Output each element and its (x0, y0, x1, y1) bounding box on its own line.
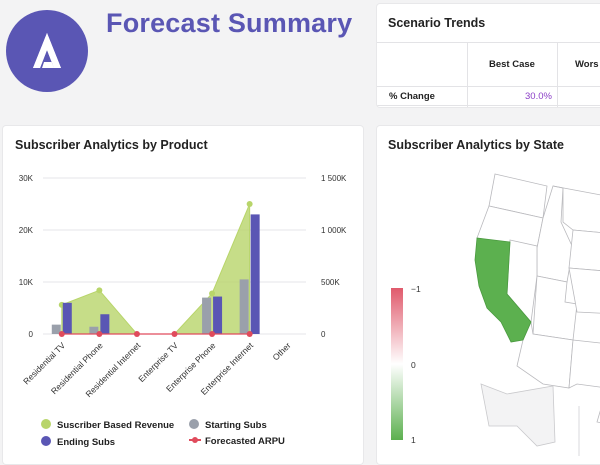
delta-logo-icon (33, 33, 61, 68)
left-tick-label: 0 (29, 330, 34, 339)
arpu-point (133, 331, 140, 337)
best-case-value: 30.0% (525, 91, 552, 102)
scale-label-mid: 0 (411, 360, 416, 370)
bar-ending-subs (62, 302, 72, 334)
arpu-point (58, 331, 65, 337)
revenue-point (246, 201, 253, 207)
table-divider (377, 105, 600, 106)
state-wyoming[interactable] (568, 229, 600, 272)
bar-ending-subs (250, 214, 260, 334)
state-utah[interactable] (532, 275, 578, 341)
scale-label-bottom: 1 (411, 435, 416, 445)
left-tick-label: 20K (19, 226, 34, 235)
scenario-trends-title: Scenario Trends (388, 16, 486, 30)
bar-ending-subs (213, 296, 223, 334)
arpu-point (96, 331, 103, 337)
legend-revenue-swatch (41, 419, 51, 429)
table-divider (377, 86, 600, 87)
subscriber-by-state-card: Subscriber Analytics by State (377, 126, 600, 464)
bar-starting-subs (202, 297, 212, 334)
right-tick-label: 0 (321, 330, 326, 339)
state-texas[interactable] (596, 336, 600, 426)
right-tick-label: 1 500K (321, 174, 347, 183)
left-tick-label: 30K (19, 174, 34, 183)
arpu-point (209, 331, 216, 337)
legend-ending-subs[interactable]: Ending Subs (41, 436, 115, 448)
product-chart-title: Subscriber Analytics by Product (15, 138, 208, 152)
state-colorado[interactable] (568, 267, 600, 314)
revenue-point (96, 287, 103, 294)
legend-arpu-label: Forecasted ARPU (205, 436, 285, 447)
right-tick-label: 500K (321, 278, 340, 287)
legend-ending-swatch (41, 436, 51, 446)
state-alaska[interactable] (480, 383, 556, 447)
bar-ending-subs (100, 314, 110, 334)
right-tick-label: 1 000K (321, 226, 347, 235)
bar-starting-subs (89, 326, 99, 334)
column-header-worst-case[interactable]: Wors (575, 59, 599, 70)
bar-starting-subs (51, 324, 61, 334)
page-title: Forecast Summary (106, 8, 353, 38)
color-scale-bar (391, 288, 403, 440)
legend-arpu-swatch (189, 437, 201, 443)
table-divider (467, 42, 468, 107)
state-arizona[interactable] (516, 320, 574, 389)
state-map-title: Subscriber Analytics by State (388, 138, 564, 152)
legend-starting-swatch (189, 419, 199, 429)
legend-revenue[interactable]: Suscriber Based Revenue (41, 419, 174, 431)
left-tick-label: 10K (19, 278, 34, 287)
column-header-best-case[interactable]: Best Case (489, 59, 535, 70)
legend-arpu[interactable]: Forecasted ARPU (189, 436, 285, 447)
row-label-pct-change: % Change (389, 91, 435, 102)
scale-label-top: −1 (411, 284, 421, 294)
scenario-trends-card: Scenario Trends Best Case Wors % Change … (377, 4, 600, 107)
state-map (391, 173, 600, 456)
bar-starting-subs (239, 279, 249, 334)
revenue-point (209, 290, 216, 297)
company-logo (6, 10, 88, 92)
legend-starting-subs[interactable]: Starting Subs (189, 419, 267, 431)
state-new-mexico[interactable] (568, 339, 600, 389)
legend-revenue-label: Suscriber Based Revenue (57, 420, 175, 431)
legend-starting-label: Starting Subs (205, 420, 267, 431)
arpu-point (171, 331, 178, 337)
table-divider (557, 42, 558, 107)
category-label: Other (271, 340, 293, 362)
state-california[interactable] (474, 237, 532, 343)
legend-ending-label: Ending Subs (57, 437, 116, 448)
table-divider (377, 42, 600, 43)
arpu-point (246, 331, 253, 337)
subscriber-by-product-card: Subscriber Analytics by Product 0 10K 20K 3… (3, 126, 363, 464)
